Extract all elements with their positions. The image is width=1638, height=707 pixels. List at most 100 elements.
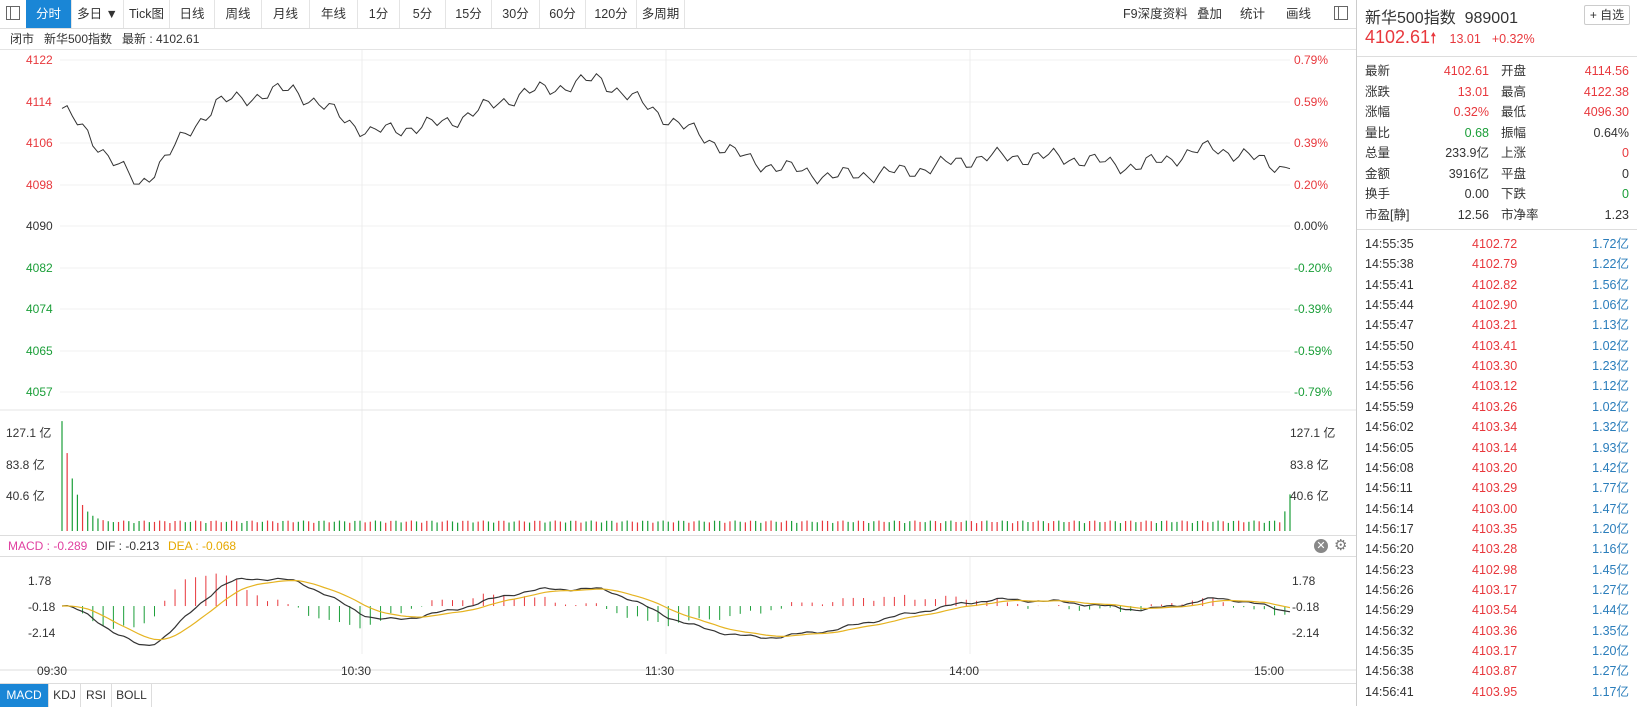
tick-volume: 1.44亿 <box>1592 603 1629 618</box>
tick-row: 14:56:29 4103.54 1.44亿 <box>1357 600 1637 620</box>
settings-gear-icon[interactable]: ⚙ <box>1334 537 1348 554</box>
quote-row: 最新 4102.61 开盘 4114.56 <box>1357 61 1637 81</box>
tick-row: 14:56:41 4103.95 1.17亿 <box>1357 682 1637 702</box>
tick-volume: 1.12亿 <box>1592 379 1629 394</box>
volume-bar <box>631 521 633 531</box>
volume-bar <box>909 521 911 531</box>
volume-bar <box>277 522 279 531</box>
draw-line-button[interactable]: 画线 <box>1286 7 1312 21</box>
volume-bar <box>143 520 145 531</box>
price-axis-label: 4106 <box>26 136 53 150</box>
quote-value: 0 <box>1622 146 1629 160</box>
macd-axis-label: -0.18 <box>1292 600 1320 614</box>
close-indicator-icon[interactable]: ✕ <box>1314 539 1328 553</box>
volume-bar <box>205 522 207 531</box>
volume-bar <box>1099 522 1101 531</box>
tick-volume: 1.17亿 <box>1592 684 1629 699</box>
tick-volume: 1.42亿 <box>1592 460 1629 475</box>
volume-bar <box>1068 521 1070 531</box>
tick-price: 4103.95 <box>1472 684 1518 699</box>
tab-kdj[interactable]: KDJ <box>49 684 81 707</box>
tab-yearly[interactable]: 年线 <box>310 0 358 28</box>
tab-monthly[interactable]: 月线 <box>262 0 310 28</box>
tab-1min[interactable]: 1分 <box>358 0 400 28</box>
macd-axis-label: -0.18 <box>28 600 56 614</box>
volume-bar <box>210 520 212 531</box>
tick-price: 4103.14 <box>1472 440 1518 455</box>
price-change: 13.01 <box>1449 32 1481 46</box>
quote-value: 0.64% <box>1593 125 1629 140</box>
volume-bar <box>842 520 844 531</box>
quote-label: 涨幅 <box>1365 105 1391 119</box>
volume-bar <box>1284 511 1286 531</box>
tab-60min[interactable]: 60分 <box>540 0 586 28</box>
volume-bar <box>1058 520 1060 531</box>
volume-bar <box>708 522 710 531</box>
tick-row: 14:55:53 4103.30 1.23亿 <box>1357 356 1637 376</box>
volume-bar <box>770 520 772 531</box>
volume-bar <box>513 521 515 531</box>
tab-5min[interactable]: 5分 <box>400 0 446 28</box>
tick-volume: 1.45亿 <box>1592 562 1629 577</box>
statistics-button[interactable]: 统计 <box>1240 7 1266 21</box>
tab-multi-day[interactable]: 多日 ▼ <box>72 0 124 28</box>
tab-daily[interactable]: 日线 <box>170 0 215 28</box>
volume-bar <box>1248 521 1250 531</box>
tab-macd[interactable]: MACD <box>0 684 49 707</box>
f9-deep-data-button[interactable]: F9深度资料 <box>1123 7 1188 21</box>
volume-bar <box>996 522 998 531</box>
volume-bar <box>590 520 592 531</box>
tab-rsi[interactable]: RSI <box>81 684 112 707</box>
macd-axis-labels: 1.78 1.78 -0.18 -0.18 -2.14 -2.14 <box>28 574 1320 640</box>
tick-price: 4103.41 <box>1472 338 1518 353</box>
volume-bar <box>914 520 916 531</box>
volume-bar <box>194 520 197 531</box>
add-to-watchlist-button[interactable]: + 自选 <box>1584 5 1630 25</box>
volume-bar <box>1130 520 1132 531</box>
macd-bars <box>71 573 1286 629</box>
tick-time: 14:56:32 <box>1365 623 1414 638</box>
volume-bar <box>570 520 572 531</box>
volume-bar <box>292 522 294 531</box>
volume-bar <box>487 521 490 531</box>
volume-bar <box>975 523 978 531</box>
intraday-chart[interactable]: 4122 0.79% 4114 0.59% 4106 0.39% 4098 0.20% 4090… <box>0 0 1356 706</box>
quote-value: 0.32% <box>1453 105 1489 119</box>
volume-bar <box>97 518 99 531</box>
volume-bar <box>826 520 829 531</box>
overlay-button[interactable]: 叠加 <box>1197 7 1223 21</box>
tick-volume: 1.02亿 <box>1592 399 1629 414</box>
right-panel-toggle-icon[interactable] <box>1334 6 1348 20</box>
volume-bar <box>775 521 777 531</box>
chart-latest-price: 最新 : 4102.61 <box>122 32 200 46</box>
tab-15min[interactable]: 15分 <box>446 0 492 28</box>
volume-bar <box>1217 520 1219 531</box>
volume-bar <box>755 520 757 531</box>
tick-row: 14:56:02 4103.34 1.32亿 <box>1357 417 1637 437</box>
tab-boll[interactable]: BOLL <box>112 684 152 707</box>
volume-bar <box>1042 521 1044 531</box>
volume-bar <box>847 521 849 531</box>
volume-bar <box>616 522 618 531</box>
volume-bar <box>390 520 392 531</box>
volume-bar <box>852 522 854 531</box>
tab-30min[interactable]: 30分 <box>492 0 540 28</box>
tick-price: 4102.90 <box>1472 298 1518 313</box>
tick-volume: 1.72亿 <box>1592 237 1629 251</box>
quote-label: 换手 <box>1365 187 1391 201</box>
volume-bar <box>862 520 865 531</box>
volume-bar <box>868 522 870 531</box>
volume-bar <box>970 521 973 531</box>
volume-bar <box>1089 521 1091 531</box>
left-panel-toggle-icon[interactable] <box>6 6 20 20</box>
tab-tick[interactable]: Tick图 <box>124 0 170 28</box>
volume-bar <box>256 522 258 531</box>
volume-bar <box>225 521 228 531</box>
quote-label: 市盈[静] <box>1365 207 1410 222</box>
volume-bar <box>1232 520 1235 531</box>
tab-timeshare[interactable]: 分时 <box>26 0 72 28</box>
tab-multi-period[interactable]: 多周期 <box>637 0 685 28</box>
tab-120min[interactable]: 120分 <box>586 0 637 28</box>
tab-weekly[interactable]: 周线 <box>215 0 262 28</box>
volume-bar <box>986 520 988 531</box>
